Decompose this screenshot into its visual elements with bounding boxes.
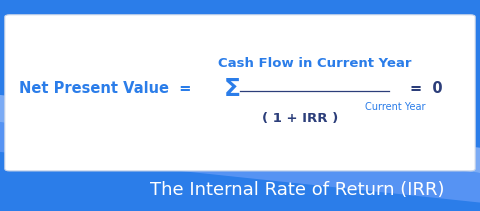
Text: Σ: Σ [224, 77, 241, 101]
Text: Net Present Value  =: Net Present Value = [19, 81, 192, 96]
Polygon shape [0, 95, 480, 173]
Text: The Internal Rate of Return (IRR): The Internal Rate of Return (IRR) [150, 181, 445, 199]
Text: =  0: = 0 [410, 81, 443, 96]
FancyBboxPatch shape [5, 15, 475, 171]
Text: Current Year: Current Year [365, 101, 425, 112]
Polygon shape [0, 122, 480, 203]
Text: Cash Flow in Current Year: Cash Flow in Current Year [217, 57, 411, 70]
Text: ( 1 + IRR ): ( 1 + IRR ) [262, 112, 338, 125]
